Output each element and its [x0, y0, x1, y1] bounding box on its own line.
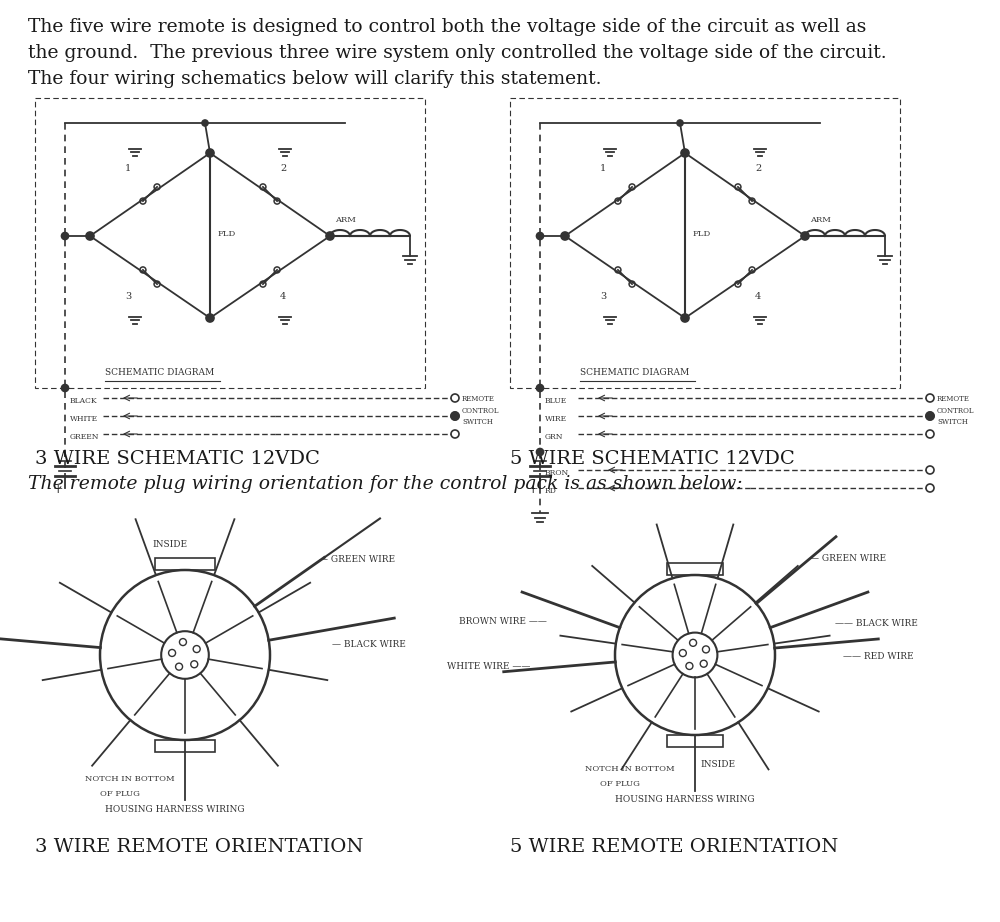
Text: INSIDE: INSIDE: [152, 540, 188, 549]
Text: 1: 1: [600, 164, 606, 173]
Circle shape: [62, 384, 68, 392]
Text: REMOTE: REMOTE: [462, 395, 495, 403]
Circle shape: [206, 149, 214, 157]
Text: BLACK: BLACK: [70, 397, 98, 405]
Text: 3 WIRE REMOTE ORIENTATION: 3 WIRE REMOTE ORIENTATION: [35, 838, 363, 856]
Text: 3: 3: [125, 292, 131, 301]
Text: — BLACK WIRE: — BLACK WIRE: [332, 640, 406, 649]
Text: BROWN WIRE ——: BROWN WIRE ——: [459, 617, 547, 626]
Circle shape: [926, 412, 934, 420]
Text: ARM: ARM: [335, 216, 356, 224]
Text: NOTCH IN BOTTOM: NOTCH IN BOTTOM: [585, 765, 675, 773]
Text: — GREEN WIRE: — GREEN WIRE: [810, 554, 886, 563]
Circle shape: [202, 120, 208, 126]
Text: CONTROL: CONTROL: [937, 407, 974, 415]
Circle shape: [536, 448, 544, 455]
Text: —— RED WIRE: —— RED WIRE: [843, 652, 914, 660]
Text: 4: 4: [755, 292, 761, 301]
Text: HOUSING HARNESS WIRING: HOUSING HARNESS WIRING: [615, 795, 755, 804]
Text: 5 WIRE REMOTE ORIENTATION: 5 WIRE REMOTE ORIENTATION: [510, 838, 838, 856]
Circle shape: [677, 120, 683, 126]
Bar: [155, 740, 215, 752]
Text: the ground.  The previous three wire system only controlled the voltage side of : the ground. The previous three wire syst…: [28, 44, 887, 62]
Bar: [155, 558, 215, 570]
Text: 3 WIRE SCHEMATIC 12VDC: 3 WIRE SCHEMATIC 12VDC: [35, 450, 320, 468]
Text: The five wire remote is designed to control both the voltage side of the circuit: The five wire remote is designed to cont…: [28, 18, 866, 36]
Text: SCHEMATIC DIAGRAM: SCHEMATIC DIAGRAM: [580, 368, 689, 377]
Circle shape: [681, 314, 689, 322]
Bar: [667, 735, 723, 747]
Text: 1: 1: [125, 164, 131, 173]
Text: NOTCH IN BOTTOM: NOTCH IN BOTTOM: [85, 775, 175, 783]
Text: WIRE: WIRE: [545, 415, 567, 423]
Text: OF PLUG: OF PLUG: [600, 780, 640, 788]
Text: 4: 4: [280, 292, 286, 301]
Circle shape: [801, 232, 809, 240]
Text: SWITCH: SWITCH: [462, 418, 493, 426]
Text: ARM: ARM: [810, 216, 831, 224]
Circle shape: [536, 384, 544, 392]
Text: GRN: GRN: [545, 433, 564, 441]
Text: HOUSING HARNESS WIRING: HOUSING HARNESS WIRING: [105, 805, 245, 814]
Text: RD: RD: [545, 487, 557, 495]
Text: INSIDE: INSIDE: [700, 760, 735, 769]
Circle shape: [206, 314, 214, 322]
Text: CONTROL: CONTROL: [462, 407, 500, 415]
Circle shape: [62, 232, 68, 240]
Text: BLUE: BLUE: [545, 397, 567, 405]
Text: GREEN: GREEN: [70, 433, 100, 441]
Bar: [35, 98, 425, 388]
Text: 2: 2: [280, 164, 286, 173]
Text: The four wiring schematics below will clarify this statement.: The four wiring schematics below will cl…: [28, 70, 602, 88]
Text: REMOTE: REMOTE: [937, 395, 970, 403]
Text: 5 WIRE SCHEMATIC 12VDC: 5 WIRE SCHEMATIC 12VDC: [510, 450, 795, 468]
Circle shape: [561, 232, 569, 240]
Bar: [510, 98, 900, 388]
Circle shape: [451, 412, 459, 420]
Text: — GREEN WIRE: — GREEN WIRE: [319, 555, 395, 564]
Text: SWITCH: SWITCH: [937, 418, 968, 426]
Text: WHITE WIRE ——: WHITE WIRE ——: [447, 662, 531, 671]
Circle shape: [86, 232, 94, 240]
Text: OF PLUG: OF PLUG: [100, 790, 140, 798]
Text: +: +: [528, 483, 539, 496]
Text: FLD: FLD: [693, 230, 711, 238]
Text: FLD: FLD: [218, 230, 236, 238]
Circle shape: [326, 232, 334, 240]
Text: 2: 2: [755, 164, 761, 173]
Text: 3: 3: [600, 292, 606, 301]
Text: The remote plug wiring orientation for the control pack is as shown below:: The remote plug wiring orientation for t…: [28, 475, 743, 493]
Bar: [667, 563, 723, 575]
Text: SCHEMATIC DIAGRAM: SCHEMATIC DIAGRAM: [105, 368, 214, 377]
Text: +: +: [53, 483, 64, 496]
Text: WHITE: WHITE: [70, 415, 98, 423]
Circle shape: [536, 232, 544, 240]
Text: BRON: BRON: [545, 469, 569, 477]
Circle shape: [681, 149, 689, 157]
Text: —— BLACK WIRE: —— BLACK WIRE: [835, 619, 918, 628]
